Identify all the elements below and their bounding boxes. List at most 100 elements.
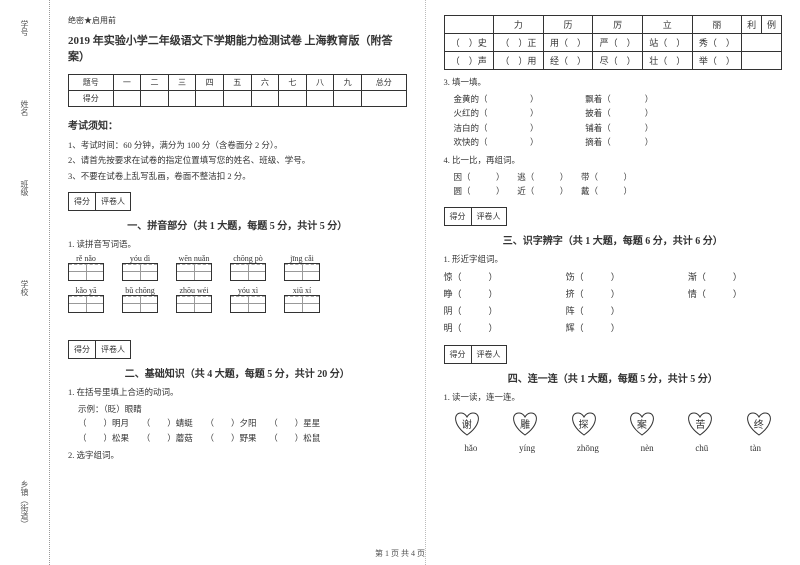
char-item: 惊（ ） bbox=[444, 269, 538, 286]
pinyin-row: kǎo yā bǔ chōng zhōu wéi yóu xì xiū xí bbox=[68, 286, 407, 315]
write-grid bbox=[68, 263, 104, 281]
heart-char: 探 bbox=[579, 416, 589, 431]
score-label: 得分 bbox=[445, 346, 472, 363]
write-grid bbox=[284, 295, 320, 313]
write-grid bbox=[230, 263, 266, 281]
fill-blank: （ ）明月 （ ）蜻蜓 （ ）夕阳 （ ）星星 bbox=[68, 416, 407, 430]
char-item: 情（ ） bbox=[688, 286, 782, 303]
binding-label: 学号 bbox=[19, 20, 30, 36]
th: 三 bbox=[168, 75, 196, 91]
score-box: 得分 评卷人 bbox=[444, 207, 507, 226]
pinyin-item: yíng bbox=[519, 443, 535, 453]
notice-item: 3、不要在试卷上乱写乱画，卷面不整洁扣 2 分。 bbox=[68, 169, 407, 184]
th: 九 bbox=[334, 75, 362, 91]
confidential-mark: 绝密★启用前 bbox=[68, 15, 407, 26]
td: 举（ ） bbox=[692, 52, 742, 70]
fill-blank: 圆（ ） 近（ ） 戴（ ） bbox=[444, 184, 783, 198]
fill-blank: 金黄的（ ） 飘着（ ） bbox=[444, 92, 783, 106]
score-box: 得分 评卷人 bbox=[444, 345, 507, 364]
heart-char: 雕 bbox=[520, 416, 530, 431]
write-grid bbox=[176, 295, 212, 313]
heart-char: 终 bbox=[754, 416, 764, 431]
td: 厉 bbox=[593, 16, 643, 34]
question-text: 1. 读一读，连一连。 bbox=[444, 391, 783, 403]
td: 例 bbox=[762, 16, 782, 34]
td: （ ）正 bbox=[494, 34, 544, 52]
binding-label: 学校 bbox=[19, 280, 30, 296]
pinyin: chōng pò bbox=[230, 254, 266, 263]
th: 总分 bbox=[361, 75, 406, 91]
char-item: 阵（ ） bbox=[566, 303, 660, 320]
td: 立 bbox=[643, 16, 693, 34]
section-title: 一、拼音部分（共 1 大题，每题 5 分，共计 5 分） bbox=[68, 217, 407, 232]
score-box: 得分 评卷人 bbox=[68, 192, 131, 211]
score-label: 得分 bbox=[445, 208, 472, 225]
th: 七 bbox=[279, 75, 307, 91]
grader-label: 评卷人 bbox=[96, 341, 130, 358]
section-title: 四、连一连（共 1 大题，每题 5 分，共计 5 分） bbox=[444, 370, 783, 385]
write-grid bbox=[122, 295, 158, 313]
pinyin: yóu dì bbox=[122, 254, 158, 263]
pinyin: kǎo yā bbox=[68, 286, 104, 295]
td bbox=[444, 16, 494, 34]
question-text: 3. 填一填。 bbox=[444, 76, 783, 88]
td: （ ）用 bbox=[494, 52, 544, 70]
pinyin: bǔ chōng bbox=[122, 286, 158, 295]
pinyin: xiū xí bbox=[284, 286, 320, 295]
pinyin: yóu xì bbox=[230, 286, 266, 295]
td: （ ）声 bbox=[444, 52, 494, 70]
td bbox=[742, 52, 782, 70]
fill-blank: 火红的（ ） 披着（ ） bbox=[444, 106, 783, 120]
write-grid bbox=[68, 295, 104, 313]
th: 六 bbox=[251, 75, 279, 91]
char-item: 明（ ） bbox=[444, 320, 538, 337]
pinyin: wēn nuǎn bbox=[176, 254, 212, 263]
binding-label: 姓名 bbox=[19, 100, 30, 116]
td: 经（ ） bbox=[543, 52, 593, 70]
grader-label: 评卷人 bbox=[96, 193, 130, 210]
heart-row: 谢 雕 探 案 苦 终 bbox=[444, 409, 783, 437]
heart-item: 终 bbox=[743, 409, 775, 437]
td: 利 bbox=[742, 16, 762, 34]
td: 严（ ） bbox=[593, 34, 643, 52]
char-item: 挤（ ） bbox=[566, 286, 660, 303]
char-item: 阴（ ） bbox=[444, 303, 538, 320]
pinyin: rě nǎo bbox=[68, 254, 104, 263]
fill-blank: 欢快的（ ） 摘着（ ） bbox=[444, 135, 783, 149]
grader-label: 评卷人 bbox=[472, 346, 506, 363]
char-select-table: 力 历 厉 立 丽 利 例 （ ）史 （ ）正 用（ ） 严（ ） 站（ ） 秀… bbox=[444, 15, 783, 70]
example: 示例：（眨）眼睛 bbox=[68, 402, 407, 416]
th: 题号 bbox=[69, 75, 114, 91]
td: 站（ ） bbox=[643, 34, 693, 52]
grader-label: 评卷人 bbox=[472, 208, 506, 225]
pinyin-item: zhōng bbox=[577, 443, 599, 453]
question-text: 2. 选字组词。 bbox=[68, 449, 407, 461]
td bbox=[742, 34, 782, 52]
write-grid bbox=[230, 295, 266, 313]
char-item: 辉（ ） bbox=[566, 320, 660, 337]
th: 四 bbox=[196, 75, 224, 91]
page-footer: 第 1 页 共 4 页 bbox=[0, 548, 800, 559]
score-table: 题号 一 二 三 四 五 六 七 八 九 总分 得分 bbox=[68, 74, 407, 107]
pinyin: jīng cǎi bbox=[284, 254, 320, 263]
pinyin-item: nèn bbox=[641, 443, 654, 453]
score-label: 得分 bbox=[69, 341, 96, 358]
th: 二 bbox=[141, 75, 169, 91]
notice-item: 2、请首先按要求在试卷的指定位置填写您的姓名、班级、学号。 bbox=[68, 153, 407, 168]
question-text: 4. 比一比，再组词。 bbox=[444, 154, 783, 166]
exam-title: 2019 年实验小学二年级语文下学期能力检测试卷 上海教育版（附答案） bbox=[68, 32, 407, 64]
td: 壮（ ） bbox=[643, 52, 693, 70]
pinyin: zhōu wéi bbox=[176, 286, 212, 295]
th: 一 bbox=[113, 75, 141, 91]
td: （ ）史 bbox=[444, 34, 494, 52]
td: 得分 bbox=[69, 91, 114, 107]
score-label: 得分 bbox=[69, 193, 96, 210]
char-item: 睁（ ） bbox=[444, 286, 538, 303]
right-column: 力 历 厉 立 丽 利 例 （ ）史 （ ）正 用（ ） 严（ ） 站（ ） 秀… bbox=[426, 0, 800, 565]
question-text: 1. 在括号里填上合适的动词。 bbox=[68, 386, 407, 398]
binding-label: 班级 bbox=[19, 180, 30, 196]
char-item: 渐（ ） bbox=[688, 269, 782, 286]
pinyin-item: hǎo bbox=[464, 443, 477, 453]
heart-char: 谢 bbox=[462, 416, 472, 431]
binding-margin: 学号 姓名 班级 学校 乡镇（街道） bbox=[0, 0, 50, 565]
